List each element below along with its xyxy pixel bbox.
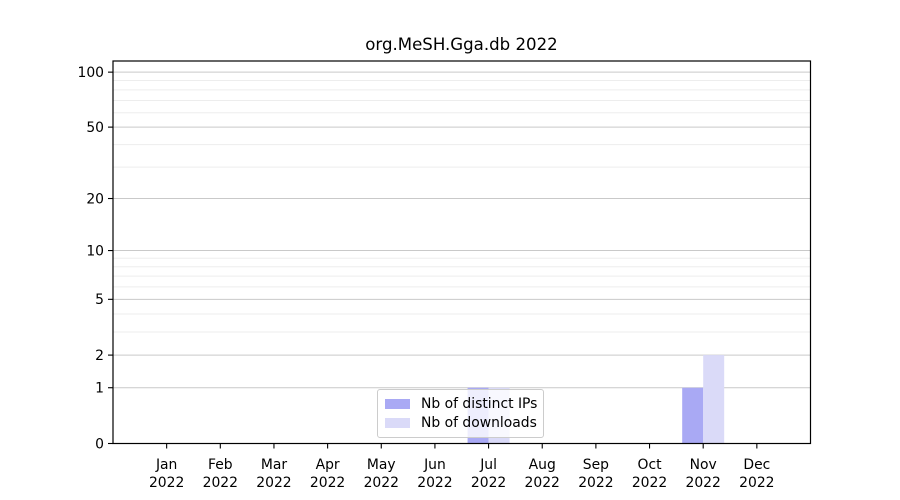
bar-nb-of-downloads-nov-2022 xyxy=(703,355,725,444)
chart-legend: Nb of distinct IPs Nb of downloads xyxy=(377,389,544,438)
legend-label-downloads: Nb of downloads xyxy=(421,415,537,432)
x-tick-label-apr-2022: Apr 2022 xyxy=(310,457,345,491)
x-tick-label-aug-2022: Aug 2022 xyxy=(525,457,560,491)
legend-item-downloads: Nb of downloads xyxy=(385,415,537,432)
y-tick-label-2: 2 xyxy=(95,348,104,364)
x-tick-label-jan-2022: Jan 2022 xyxy=(149,457,184,491)
chart-title: org.MeSH.Gga.db 2022 xyxy=(365,35,558,54)
y-tick-label-5: 5 xyxy=(95,292,104,308)
x-tick-label-oct-2022: Oct 2022 xyxy=(632,457,667,491)
legend-label-distinct-ips: Nb of distinct IPs xyxy=(421,395,538,412)
y-tick-label-10: 10 xyxy=(86,243,104,259)
y-tick-label-100: 100 xyxy=(77,65,104,81)
bar-nb-of-distinct-ips-nov-2022 xyxy=(682,387,704,444)
x-tick-label-jun-2022: Jun 2022 xyxy=(417,457,452,491)
x-tick-label-dec-2022: Dec 2022 xyxy=(739,457,774,491)
x-tick-label-jul-2022: Jul 2022 xyxy=(471,457,506,491)
x-tick-label-nov-2022: Nov 2022 xyxy=(686,457,721,491)
x-tick-label-feb-2022: Feb 2022 xyxy=(203,457,238,491)
y-tick-label-0: 0 xyxy=(95,436,104,452)
legend-item-distinct-ips: Nb of distinct IPs xyxy=(385,395,538,412)
x-tick-label-mar-2022: Mar 2022 xyxy=(256,457,291,491)
legend-swatch-distinct-ips xyxy=(385,398,410,409)
y-tick-label-20: 20 xyxy=(86,191,104,207)
plot-border xyxy=(112,60,812,445)
legend-swatch-downloads xyxy=(385,418,410,429)
x-tick-label-may-2022: May 2022 xyxy=(364,457,399,491)
y-tick-label-50: 50 xyxy=(86,120,104,136)
x-tick-label-sep-2022: Sep 2022 xyxy=(578,457,613,491)
y-tick-label-1: 1 xyxy=(95,381,104,397)
